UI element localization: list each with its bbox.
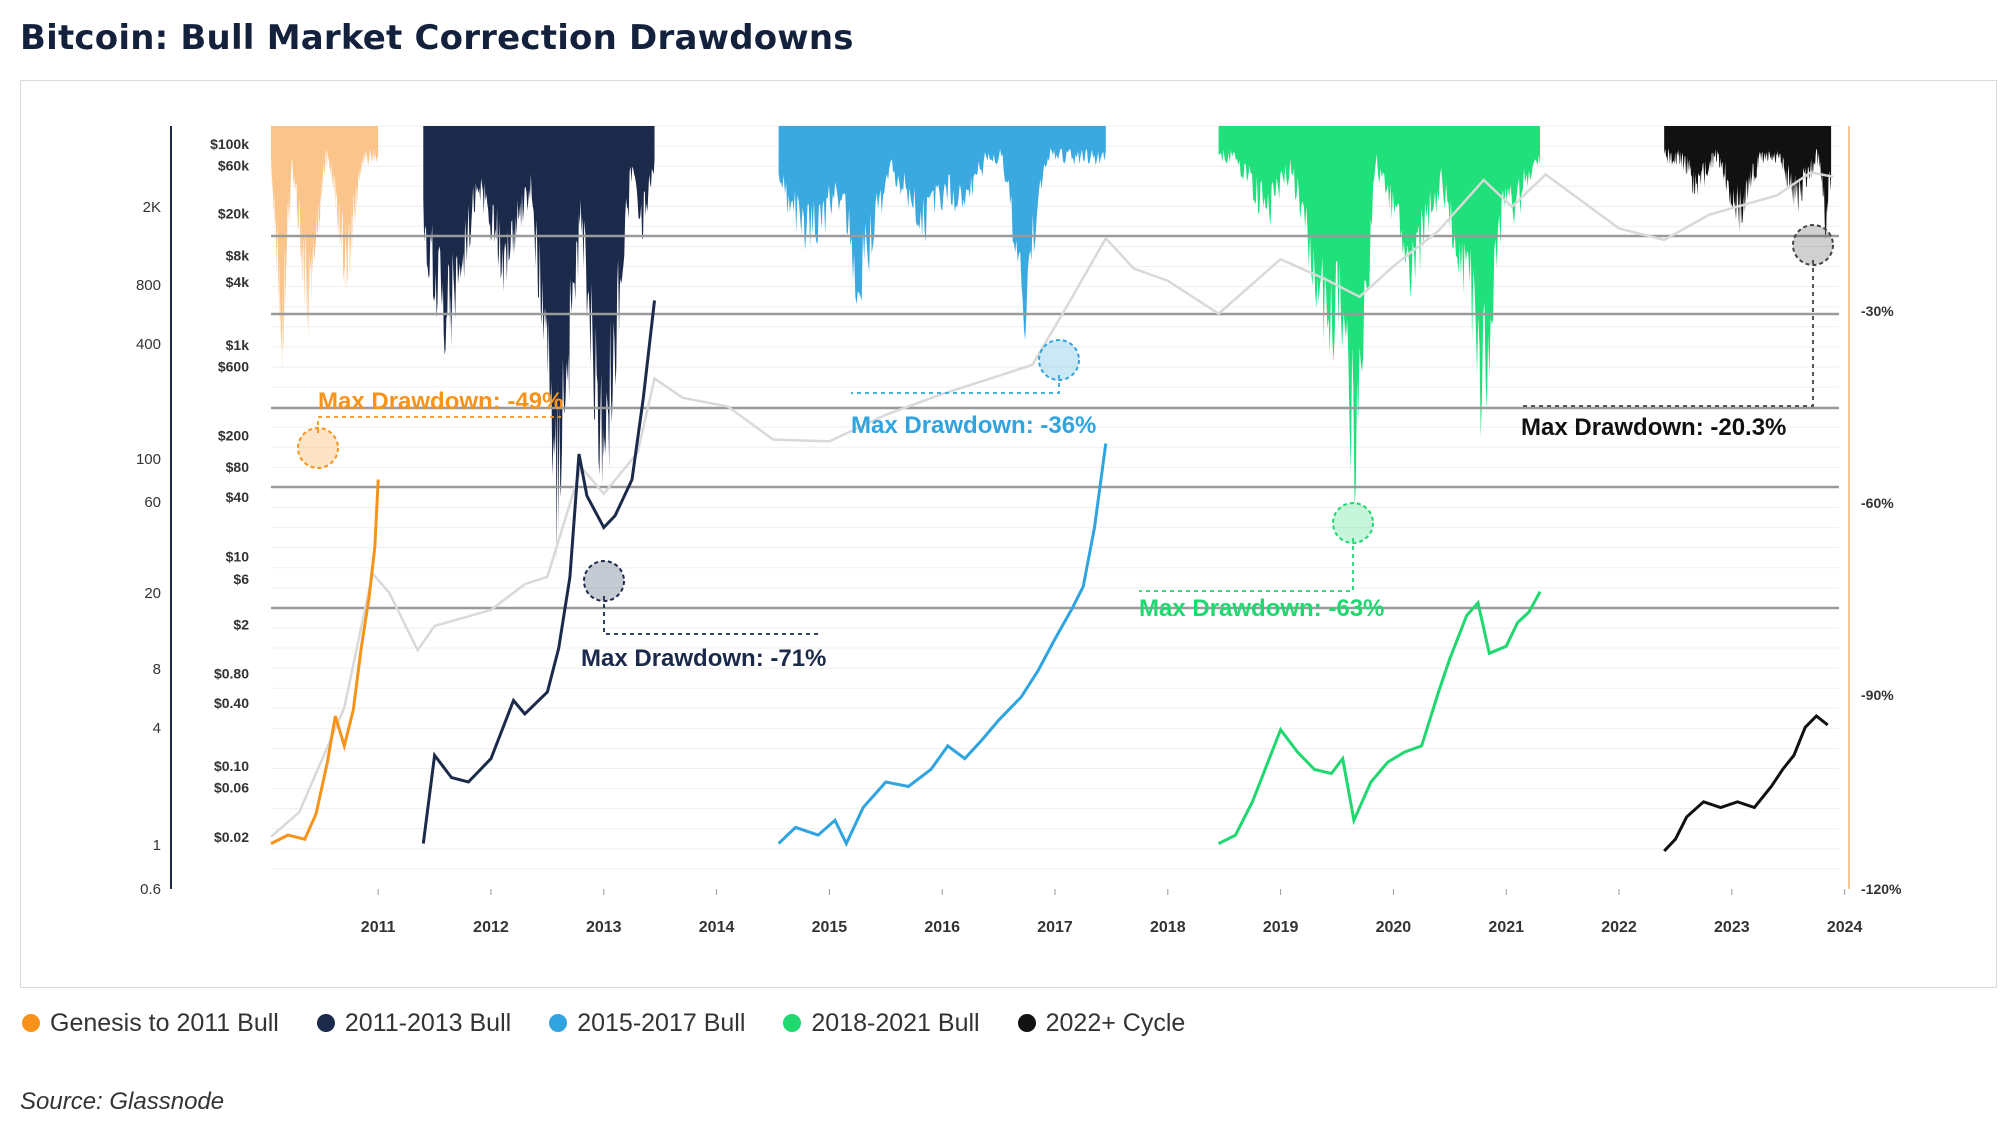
series-line-0	[270, 479, 380, 845]
x-tick-label: 2017	[1037, 919, 1073, 936]
drawdown-leader-line	[851, 375, 1060, 394]
legend-label: 2011-2013 Bull	[344, 1008, 512, 1037]
x-tick-label: 2015	[812, 919, 848, 936]
legend-item-2011-2013: 2011-2013 Bull	[316, 1008, 512, 1038]
y-tick-outer-label: 100	[136, 451, 161, 468]
y-tick-outer-label: 1	[153, 837, 161, 854]
drawdown-label: Max Drawdown: -20.3%	[1521, 414, 1786, 441]
drawdown-marker	[1792, 224, 1834, 266]
y-tick-price-label: $100k	[210, 136, 249, 152]
series-line-4	[1663, 713, 1829, 853]
x-tick-label: 2014	[699, 919, 735, 936]
drawdown-label: Max Drawdown: -36%	[851, 412, 1096, 439]
y-tick-price-label: $20k	[218, 205, 249, 221]
y-tick-price-label: $0.80	[214, 665, 249, 681]
chart-legend: Genesis to 2011 Bull 2011-2013 Bull 2015…	[22, 1005, 1185, 1041]
x-tick-label: 2019	[1263, 919, 1299, 936]
series-line-1	[421, 300, 656, 844]
drawdown-band-2018-2021	[1218, 126, 1541, 507]
legend-dot-icon	[783, 1014, 802, 1032]
y-tick-percent-label: -60%	[1861, 495, 1894, 511]
y-tick-price-label: $4k	[226, 274, 250, 290]
series-line-2	[777, 443, 1108, 848]
y-tick-price-label: $200	[218, 428, 249, 444]
x-tick-label: 2013	[586, 919, 622, 936]
legend-label: 2015-2017 Bull	[577, 1008, 746, 1037]
legend-item-2018-2021: 2018-2021 Bull	[783, 1008, 980, 1038]
y-tick-price-label: $60k	[218, 158, 249, 174]
series-line-3	[1217, 590, 1542, 845]
y-tick-outer-label: 2K	[143, 199, 161, 216]
x-tick-label: 2023	[1714, 919, 1750, 936]
legend-dot-icon	[22, 1014, 40, 1032]
legend-item-genesis: Genesis to 2011 Bull	[22, 1009, 279, 1038]
legend-item-2015-2017: 2015-2017 Bull	[549, 1009, 745, 1038]
y-tick-price-label: $10	[226, 548, 250, 564]
x-tick-label: 2011	[361, 919, 396, 936]
drawdown-leader-line	[317, 416, 561, 433]
y-tick-price-label: $40	[226, 489, 250, 505]
y-tick-outer-label: 60	[144, 494, 161, 511]
x-tick-label: 2021	[1488, 919, 1524, 936]
y-tick-price-label: $0.06	[214, 780, 249, 796]
y-tick-percent-label: -90%	[1861, 687, 1894, 703]
legend-dot-icon	[549, 1014, 568, 1032]
drawdown-label: Max Drawdown: -49%	[318, 388, 563, 415]
drawdown-band-2011-2013	[423, 126, 655, 563]
legend-label: 2022+ Cycle	[1045, 1008, 1186, 1037]
x-tick-label: 2022	[1601, 919, 1637, 936]
source-note: Source: Glassnode	[20, 1088, 225, 1115]
drawdown-leader-line	[1139, 538, 1354, 592]
drawdown-leader-line	[1521, 260, 1814, 407]
drawdown-marker	[297, 427, 339, 469]
legend-item-2022-cycle: 2022+ Cycle	[1017, 1008, 1186, 1038]
y-tick-price-label: $80	[226, 459, 250, 475]
y-tick-outer-label: 800	[136, 277, 161, 294]
y-tick-percent-label: -120%	[1861, 881, 1902, 897]
chart-frame: 2K 800 400 100 60 20 8 4 1 0.6 $100k $60k $20k $8k $4k…	[20, 80, 1997, 988]
legend-dot-icon	[1017, 1014, 1036, 1032]
price-reference-line	[270, 171, 1834, 838]
drawdown-band-2015-2017	[778, 126, 1106, 341]
x-tick-label: 2018	[1150, 919, 1186, 936]
y-tick-outer-label: 400	[136, 336, 161, 353]
drawdown-marker	[1038, 339, 1080, 381]
y-tick-outer-label: 8	[153, 661, 161, 678]
drawdown-band-genesis	[271, 126, 379, 378]
y-tick-price-label: $2	[233, 617, 249, 633]
y-tick-price-label: $8k	[226, 248, 250, 264]
drawdown-marker	[1332, 502, 1374, 544]
drawdown-chart: 2K 800 400 100 60 20 8 4 1 0.6 $100k $60k $20k $8k $4k…	[136, 125, 1902, 936]
drawdown-band-2022	[1664, 126, 1832, 240]
y-tick-outer-label: 0.6	[140, 881, 161, 898]
x-tick-label: 2024	[1827, 919, 1863, 936]
x-tick-label: 2020	[1376, 919, 1412, 936]
drawdown-label: Max Drawdown: -63%	[1139, 595, 1384, 622]
y-tick-price-label: $1k	[226, 337, 250, 353]
y-tick-price-label: $600	[218, 358, 249, 374]
legend-label: 2018-2021 Bull	[811, 1008, 980, 1037]
x-tick-label: 2012	[473, 919, 509, 936]
page-title: Bitcoin: Bull Market Correction Drawdown…	[20, 18, 854, 58]
y-tick-price-label: $0.40	[214, 695, 249, 711]
y-tick-price-label: $0.10	[214, 758, 249, 774]
drawdown-label: Max Drawdown: -71%	[581, 645, 826, 672]
x-tick-label: 2016	[924, 919, 960, 936]
y-tick-price-label: $0.02	[214, 829, 249, 845]
y-tick-outer-label: 20	[144, 585, 161, 602]
legend-dot-icon	[316, 1014, 335, 1032]
legend-label: Genesis to 2011 Bull	[50, 1008, 279, 1037]
y-tick-price-label: $6	[233, 571, 249, 587]
drawdown-marker	[583, 560, 625, 602]
y-tick-percent-label: -30%	[1861, 303, 1894, 319]
y-tick-outer-label: 4	[153, 720, 161, 737]
